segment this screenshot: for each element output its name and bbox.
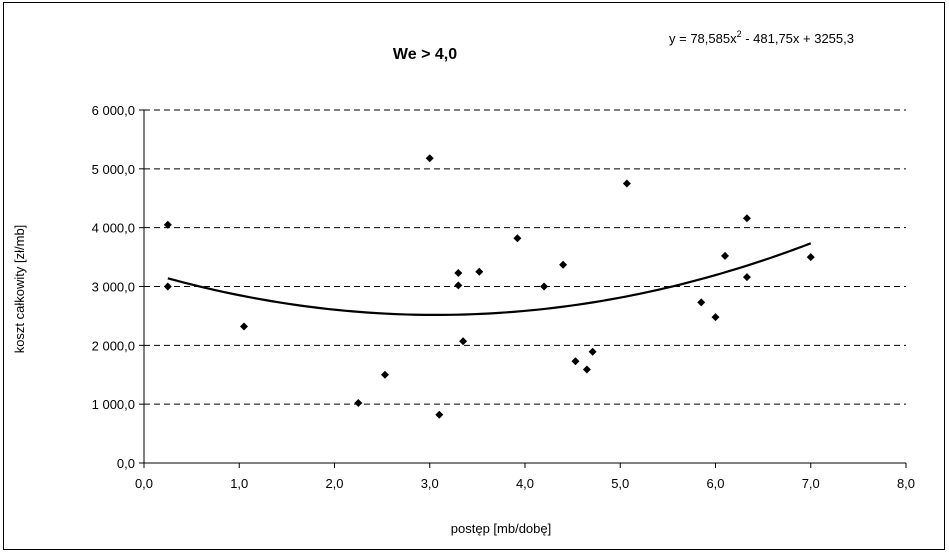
data-point-0: [163, 220, 172, 229]
x-tick-label-7: 7,0: [802, 476, 820, 491]
data-point-2: [240, 322, 249, 331]
chart-frame: We > 4,0 y = 78,585x2 - 481,75x + 3255,3…: [3, 2, 945, 550]
data-point-6: [435, 410, 444, 419]
data-point-9: [459, 337, 468, 346]
x-tick-label-3: 3,0: [421, 476, 439, 491]
data-point-20: [721, 251, 730, 260]
data-point-21: [742, 214, 751, 223]
y-tick-label-1: 1 000,0: [92, 397, 135, 412]
data-point-12: [540, 282, 549, 291]
data-point-11: [513, 234, 522, 243]
x-tick-label-8: 8,0: [897, 476, 915, 491]
data-points: [163, 154, 815, 419]
equation-rest: - 481,75x + 3255,3: [742, 31, 854, 46]
y-tick-label-3: 3 000,0: [92, 280, 135, 295]
data-point-8: [454, 281, 463, 290]
x-tick-label-2: 2,0: [325, 476, 343, 491]
y-tick-label-6: 6 000,0: [92, 103, 135, 118]
y-tick-labels: 0,0 1 000,0 2 000,0 3 000,0 4 000,0 5 000,0 6 …: [92, 103, 135, 471]
x-axis-title: postęp [mb/dobę]: [451, 521, 551, 536]
y-axis-title: koszt całkowity [zł/mb]: [12, 225, 27, 354]
y-tick-label-5: 5 000,0: [92, 162, 135, 177]
data-point-13: [559, 260, 568, 269]
x-tick-label-0: 0,0: [135, 476, 153, 491]
y-tick-label-4: 4 000,0: [92, 221, 135, 236]
y-tick-label-0: 0,0: [117, 456, 135, 471]
x-tick-label-5: 5,0: [611, 476, 629, 491]
equation-base: y = 78,585x: [669, 31, 737, 46]
data-point-7: [454, 268, 463, 277]
x-tick-label-4: 4,0: [516, 476, 534, 491]
data-point-4: [380, 370, 389, 379]
chart-title: We > 4,0: [393, 46, 457, 63]
data-point-15: [582, 365, 591, 374]
data-point-23: [806, 253, 815, 262]
x-tick-labels: 0,0 1,0 2,0 3,0 4,0 5,0 6,0 7,0 8,0: [135, 476, 915, 491]
trendline: [167, 242, 812, 317]
data-point-1: [163, 282, 172, 291]
data-point-17: [622, 179, 631, 188]
data-point-22: [742, 273, 751, 282]
data-point-14: [571, 357, 580, 366]
data-point-19: [711, 313, 720, 322]
data-point-5: [425, 154, 434, 163]
trendline-equation: y = 78,585x2 - 481,75x + 3255,3: [669, 29, 854, 46]
equation-exponent: 2: [737, 29, 742, 39]
data-point-3: [354, 398, 363, 407]
y-tick-label-2: 2 000,0: [92, 338, 135, 353]
data-point-10: [475, 267, 484, 276]
data-point-18: [697, 298, 706, 307]
x-tick-label-1: 1,0: [230, 476, 248, 491]
data-point-16: [588, 347, 597, 356]
axes: [139, 109, 907, 468]
scatter-chart: We > 4,0 y = 78,585x2 - 481,75x + 3255,3…: [12, 29, 915, 536]
gridlines: [144, 109, 906, 405]
x-tick-label-6: 6,0: [706, 476, 724, 491]
